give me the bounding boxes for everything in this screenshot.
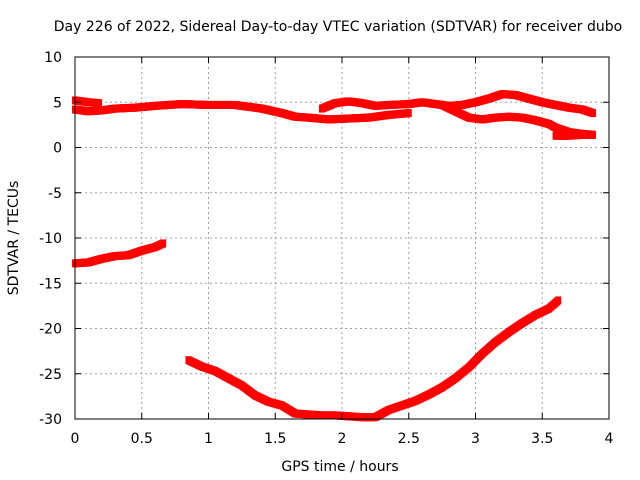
x-tick-label: 2.5	[398, 431, 420, 447]
y-tick-label: -10	[39, 231, 62, 247]
data-layer	[72, 90, 596, 422]
x-tick-label: 1	[204, 431, 213, 447]
data-point	[589, 109, 596, 118]
data-point	[555, 296, 562, 305]
series-arc-5	[552, 130, 596, 140]
data-point	[589, 130, 596, 139]
y-tick-label: 10	[44, 50, 62, 66]
y-tick-label: 0	[53, 141, 62, 157]
y-tick-label: -15	[39, 276, 62, 292]
y-tick-label: -20	[39, 322, 62, 338]
y-tick-label: -5	[48, 186, 62, 202]
data-point	[96, 99, 103, 108]
series-arc-2	[72, 96, 103, 108]
x-axis-label: GPS time / hours	[281, 459, 398, 475]
x-tick-label: 2	[338, 431, 347, 447]
series-arc-6	[72, 239, 167, 268]
x-tick-label: 4	[605, 431, 614, 447]
x-tick-label: 3	[471, 431, 480, 447]
chart-title: Day 226 of 2022, Sidereal Day-to-day VTE…	[54, 19, 622, 35]
y-axis-label: SDTVAR / TECUs	[6, 181, 22, 296]
x-tick-label: 1.5	[264, 431, 286, 447]
y-tick-label: -30	[39, 412, 62, 428]
y-tick-label: 5	[53, 95, 62, 111]
data-point	[405, 109, 412, 118]
series-arc-1	[72, 100, 412, 124]
data-point	[160, 239, 167, 248]
series-arc-7	[185, 296, 562, 422]
x-tick-label: 3.5	[531, 431, 553, 447]
x-tick-label: 0	[71, 431, 80, 447]
tick-layer: 0 0.5 1 1.5 2 2.5 3 3.5 4 10 5 0 -5 -10 -15 -20 -25 -30	[39, 50, 613, 447]
y-tick-label: -25	[39, 367, 62, 383]
x-tick-label: 0.5	[131, 431, 153, 447]
